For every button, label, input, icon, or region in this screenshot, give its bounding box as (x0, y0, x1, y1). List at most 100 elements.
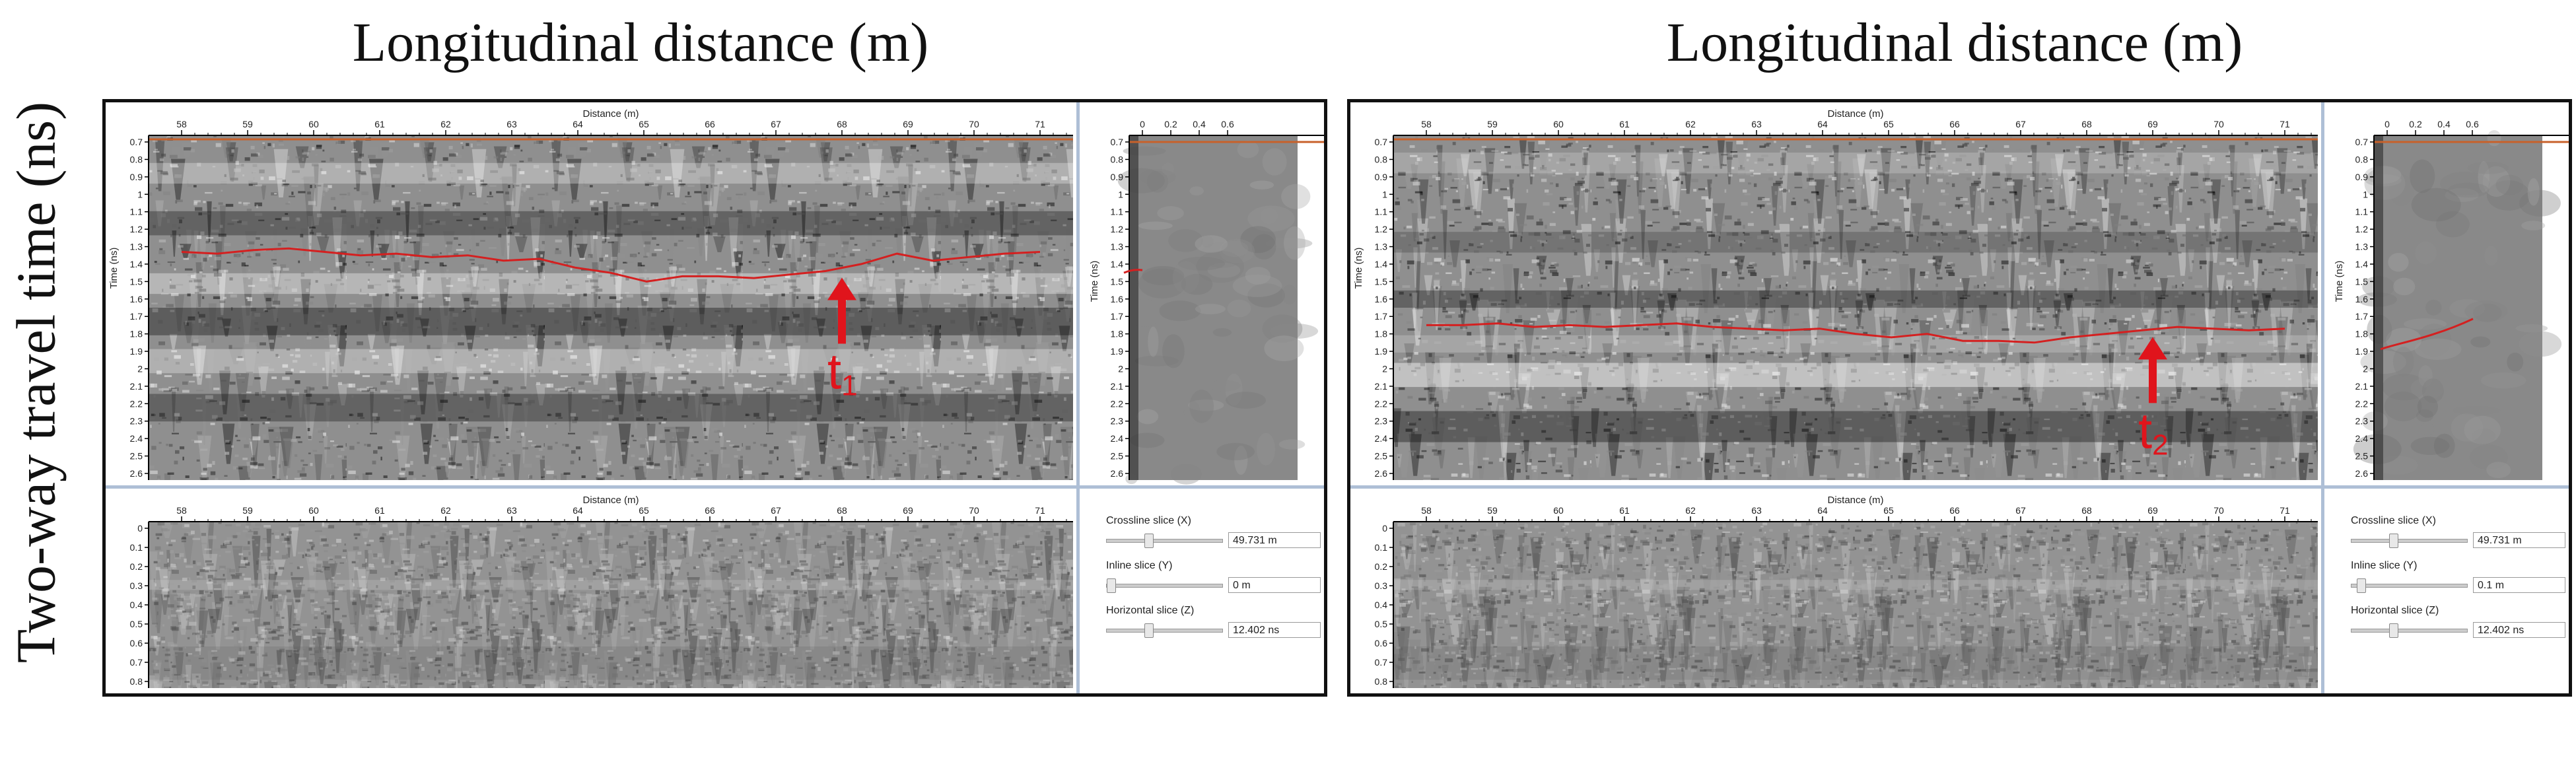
main-radargram[interactable]: Distance (m) 58 59 60 61 62 63 64 65 66 67 68 69 70 71… (1350, 102, 2321, 485)
x-tick-label: 71 (2280, 505, 2290, 516)
x-tick-label: 67 (771, 505, 781, 516)
y-tick-label: 0.3 (1375, 580, 1388, 591)
x-tick-label: 58 (176, 119, 187, 129)
inline-slice-value[interactable]: 0.1 m (2473, 577, 2565, 593)
x-tick-label: 61 (374, 505, 385, 516)
y-tick-label: 0.9 (1375, 172, 1388, 182)
horizon-pick-line (181, 247, 1041, 283)
x-axis-title: Distance (m) (1827, 108, 1883, 120)
y-tick-label: 1.7 (130, 311, 143, 322)
crossline-slice-control: Crossline slice (X) 49.731 m (2351, 515, 2569, 555)
y-tick-label: 0 (1382, 523, 1387, 534)
y-tick-label: 1.6 (1375, 294, 1388, 304)
y-tick-label: 1.1 (1111, 207, 1124, 217)
y-tick-label: 1.6 (1111, 294, 1124, 304)
x-tick-label: 59 (1487, 119, 1498, 129)
y-tick-label: 2.2 (1111, 398, 1124, 409)
trace-profile-plot[interactable]: 0 0.2 0.4 0.6 0.7 0.8 0.9 1 1.1 1.2 1.3 1.4 1.5 1.6 1.… (2324, 102, 2569, 485)
x-tick-label: 61 (1619, 119, 1630, 129)
horizontal-slice-thumb[interactable] (1144, 623, 1154, 638)
arrow-label-subscript: 1 (841, 370, 857, 402)
y-tick-label: 1.2 (2355, 224, 2369, 234)
y-tick-label: 0.5 (1375, 619, 1388, 629)
y-tick-label: 2.4 (130, 433, 143, 444)
x-tick-label: 61 (1619, 505, 1630, 516)
y-tick-label: 1.7 (2355, 311, 2369, 322)
y-tick-label: 1.7 (1111, 311, 1124, 322)
crossline-slice-thumb[interactable] (2389, 534, 2399, 548)
x-tick-label: 0.2 (1164, 119, 1177, 129)
y-tick-label: 2.3 (130, 416, 143, 427)
crossline-slice-value[interactable]: 49.731 m (1228, 532, 1321, 548)
y-tick-label: 0.7 (130, 137, 143, 147)
inline-slice-slider[interactable] (1106, 578, 1223, 593)
y-tick-label: 1.6 (2355, 294, 2369, 304)
y-tick-label: 1.2 (130, 224, 143, 234)
crossline-slice-slider[interactable] (2351, 534, 2468, 548)
crossline-slice-thumb[interactable] (1144, 534, 1154, 548)
x-tick-label: 69 (2147, 119, 2158, 129)
y-tick-label: 0.8 (130, 154, 143, 164)
crossline-slice-slider[interactable] (1106, 534, 1223, 548)
x-tick-label: 71 (1035, 119, 1045, 129)
y-tick-label: 2.4 (1375, 433, 1388, 444)
x-tick-label: 65 (639, 505, 649, 516)
slice-controls: Crossline slice (X) 49.731 m Inline slic… (2324, 489, 2569, 693)
panel-title-left: Longitudinal distance (m) (352, 12, 929, 73)
x-tick-label: 68 (2081, 119, 2092, 129)
inline-slice-label: Inline slice (Y) (1106, 560, 1173, 571)
x-tick-label: 66 (1949, 505, 1960, 516)
y-tick-label: 0.8 (130, 676, 143, 687)
horizontal-slice-label: Horizontal slice (Z) (1106, 605, 1195, 616)
y-tick-label: 1 (137, 189, 143, 199)
pane-divider-vertical[interactable] (2321, 102, 2324, 693)
y-tick-label: 0.7 (1375, 137, 1388, 147)
x-tick-label: 60 (308, 119, 319, 129)
arrow-marker (2138, 337, 2167, 403)
inline-slice-thumb[interactable] (1107, 578, 1116, 593)
horizontal-slice-value[interactable]: 12.402 ns (1228, 622, 1321, 638)
crossline-slice-value[interactable]: 49.731 m (2473, 532, 2565, 548)
inline-slice-slider[interactable] (2351, 578, 2468, 593)
y-tick-label: 0 (137, 523, 143, 534)
pane-divider-horizontal[interactable] (1350, 485, 2569, 489)
y-tick-label: 2 (1118, 363, 1123, 374)
y-axis-title: Time (ns) (1089, 261, 1100, 302)
horizontal-slice-slider[interactable] (2351, 623, 2468, 638)
y-tick-label: 0.1 (1375, 542, 1388, 553)
inline-slice-label: Inline slice (Y) (2351, 560, 2418, 571)
x-tick-label: 70 (2213, 119, 2224, 129)
trace-pick-marker (2380, 318, 2474, 351)
horizontal-slice-slider[interactable] (1106, 623, 1223, 638)
y-tick-label: 1.4 (1111, 259, 1124, 269)
x-tick-label: 69 (903, 119, 913, 129)
arrow-marker (827, 277, 856, 344)
x-axis-title: Distance (m) (1827, 495, 1883, 506)
y-tick-label: 1.7 (1375, 311, 1388, 322)
horizontal-slice-thumb[interactable] (2389, 623, 2399, 638)
x-tick-label: 0.2 (2409, 119, 2422, 129)
main-radargram-pane: Distance (m) 58 59 60 61 62 63 64 65 66 67 68 69 70 71… (1350, 102, 2321, 485)
x-tick-label: 64 (1817, 119, 1828, 129)
pane-divider-vertical[interactable] (1076, 102, 1080, 693)
y-tick-label: 0.7 (1111, 137, 1124, 147)
pane-divider-horizontal[interactable] (106, 485, 1324, 489)
trace-profile-plot[interactable]: 0 0.2 0.4 0.6 0.7 0.8 0.9 1 1.1 1.2 1.3 1.4 1.5 1.6 1.… (1080, 102, 1324, 485)
y-tick-label: 0.9 (2355, 172, 2369, 182)
x-tick-label: 66 (705, 505, 715, 516)
trace-profile-pane: 0 0.2 0.4 0.6 0.7 0.8 0.9 1 1.1 1.2 1.3 1.4 1.5 1.6 1.… (2324, 102, 2569, 485)
x-tick-label: 62 (440, 505, 451, 516)
y-tick-label: 2.6 (1375, 468, 1388, 479)
inline-slice-thumb[interactable] (2357, 578, 2367, 593)
depth-slice-plot[interactable]: Distance (m) 58 59 60 61 62 63 64 65 66 67 68 69 70 71… (1350, 489, 2321, 693)
horizontal-slice-value[interactable]: 12.402 ns (2473, 622, 2565, 638)
depth-slice-plot[interactable]: Distance (m) 58 59 60 61 62 63 64 65 66 67 68 69 70 71… (106, 489, 1076, 693)
x-tick-label: 0.4 (2437, 119, 2451, 129)
inline-slice-value[interactable]: 0 m (1228, 577, 1321, 593)
y-tick-label: 2.1 (2355, 381, 2369, 392)
y-axis-title: Time (ns) (1353, 248, 1364, 289)
x-tick-label: 65 (639, 119, 649, 129)
main-radargram[interactable]: Distance (m) 58 59 60 61 62 63 64 65 66 67 68 69 70 71… (106, 102, 1076, 485)
y-tick-label: 2.1 (1375, 381, 1388, 392)
x-tick-label: 65 (1883, 505, 1894, 516)
